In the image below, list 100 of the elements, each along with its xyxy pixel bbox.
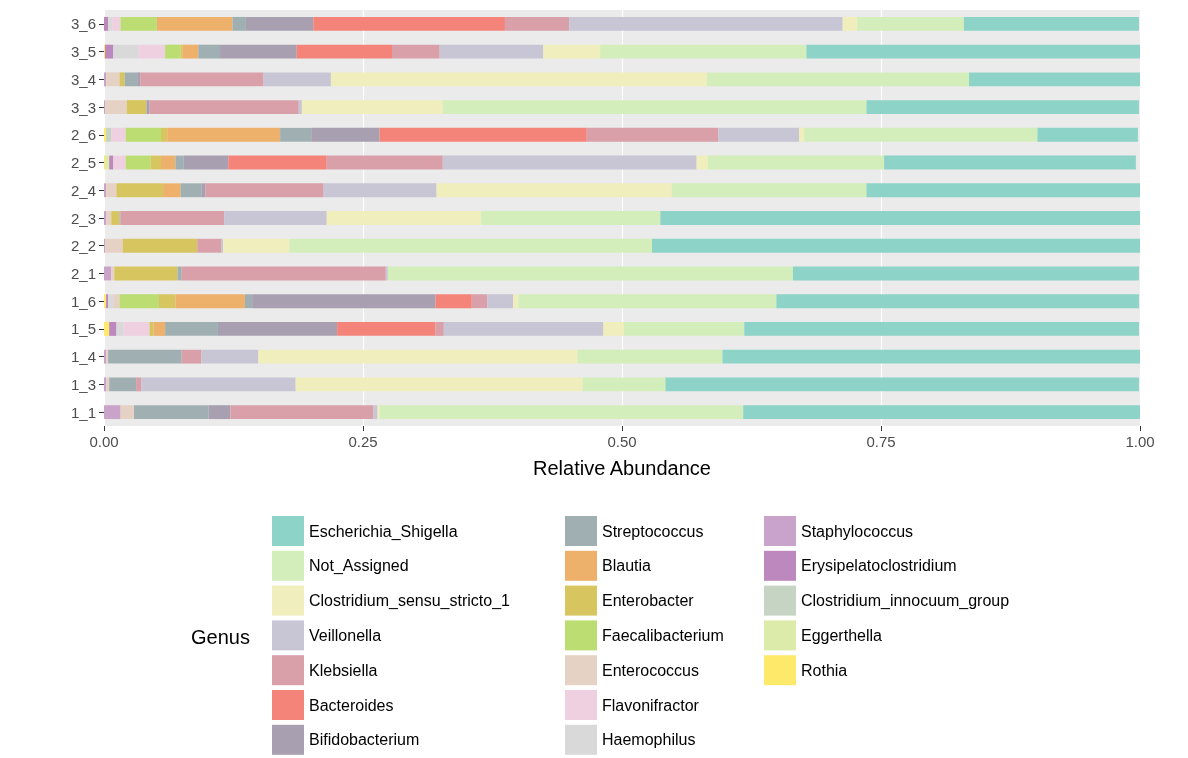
bar bbox=[326, 155, 443, 170]
bar bbox=[744, 322, 1139, 336]
legend-label: Bifidobacterium bbox=[309, 731, 420, 749]
bar bbox=[106, 211, 112, 225]
bar bbox=[156, 16, 233, 31]
bar bbox=[842, 16, 858, 31]
legend-label: Eggerthella bbox=[801, 626, 883, 644]
bar bbox=[707, 155, 885, 170]
bar bbox=[175, 155, 184, 170]
bar bbox=[252, 294, 436, 309]
bar bbox=[379, 127, 587, 142]
bar bbox=[443, 322, 604, 336]
bar bbox=[141, 377, 296, 392]
bar bbox=[120, 405, 135, 420]
bar bbox=[665, 377, 1139, 392]
bar bbox=[569, 16, 843, 31]
legend-label: Enterococcus bbox=[602, 661, 699, 679]
bar bbox=[969, 72, 1140, 87]
y-tick-label: 2_5 bbox=[70, 154, 96, 172]
bar bbox=[105, 155, 110, 170]
bar bbox=[792, 266, 1139, 281]
bar bbox=[301, 100, 443, 114]
bar bbox=[123, 322, 150, 336]
bar bbox=[126, 100, 147, 114]
bar bbox=[106, 72, 120, 87]
legend-label: Blautia bbox=[602, 557, 652, 575]
bar bbox=[153, 322, 166, 336]
bar bbox=[244, 294, 253, 309]
bar bbox=[313, 16, 505, 31]
y-tick-label: 2_3 bbox=[70, 209, 96, 227]
x-tick-label: 1.00 bbox=[1125, 433, 1155, 450]
bar bbox=[112, 16, 121, 31]
bar bbox=[963, 16, 1139, 31]
bar bbox=[180, 183, 202, 198]
bar bbox=[513, 294, 519, 309]
bar bbox=[104, 183, 107, 198]
bar bbox=[163, 183, 181, 198]
bar bbox=[223, 238, 290, 253]
bar bbox=[857, 16, 964, 31]
y-tick-label: 2_1 bbox=[70, 264, 96, 282]
bar bbox=[160, 155, 176, 170]
bar bbox=[111, 266, 115, 281]
bar bbox=[326, 211, 482, 225]
bar bbox=[158, 294, 176, 309]
bar bbox=[385, 266, 388, 281]
bar bbox=[230, 405, 374, 420]
x-tick-label: 0.75 bbox=[866, 433, 896, 450]
legend-label: Erysipelatoclostridium bbox=[801, 557, 957, 575]
bar bbox=[111, 127, 126, 142]
bar bbox=[481, 211, 661, 225]
bar bbox=[776, 294, 1139, 309]
bar bbox=[125, 127, 161, 142]
bar bbox=[177, 266, 182, 281]
bar bbox=[387, 266, 793, 281]
bar bbox=[436, 183, 672, 198]
bar bbox=[183, 155, 229, 170]
bar bbox=[718, 127, 800, 142]
bar bbox=[706, 72, 970, 87]
bar bbox=[439, 44, 544, 59]
bar bbox=[104, 322, 110, 336]
bar bbox=[104, 72, 107, 87]
bar bbox=[109, 322, 117, 336]
y-tick-label: 3_6 bbox=[70, 15, 96, 33]
bar bbox=[104, 266, 112, 281]
bar bbox=[228, 155, 327, 170]
bar bbox=[124, 72, 138, 87]
bar bbox=[652, 238, 1140, 253]
bar bbox=[696, 155, 708, 170]
bar bbox=[722, 349, 1140, 364]
bar bbox=[109, 155, 114, 170]
bar bbox=[120, 211, 225, 225]
bar bbox=[106, 183, 117, 198]
x-tick-label: 0.50 bbox=[607, 433, 637, 450]
bar bbox=[337, 322, 436, 336]
y-tick-label: 2_6 bbox=[70, 126, 96, 144]
bar bbox=[104, 211, 107, 225]
bar bbox=[165, 44, 181, 59]
bar bbox=[311, 127, 380, 142]
bar bbox=[217, 322, 338, 336]
bar bbox=[104, 405, 121, 420]
bar bbox=[104, 127, 107, 142]
legend-label: Enterobacter bbox=[602, 592, 695, 610]
bar bbox=[442, 100, 867, 114]
bar bbox=[866, 100, 1139, 114]
bar bbox=[504, 16, 570, 31]
bar bbox=[624, 322, 745, 336]
bar bbox=[160, 127, 168, 142]
y-tick-label: 1_5 bbox=[70, 320, 96, 338]
bar bbox=[181, 349, 202, 364]
bar bbox=[866, 183, 1140, 198]
bar bbox=[201, 349, 259, 364]
bar bbox=[586, 127, 719, 142]
bar bbox=[134, 405, 209, 420]
bar bbox=[487, 294, 514, 309]
legend-label: Streptococcus bbox=[602, 522, 704, 540]
bar bbox=[116, 183, 164, 198]
bar bbox=[258, 349, 578, 364]
legend-label: Not_Assigned bbox=[309, 557, 409, 576]
legend-title: Genus bbox=[191, 626, 250, 648]
legend-label: Veillonella bbox=[309, 626, 382, 644]
